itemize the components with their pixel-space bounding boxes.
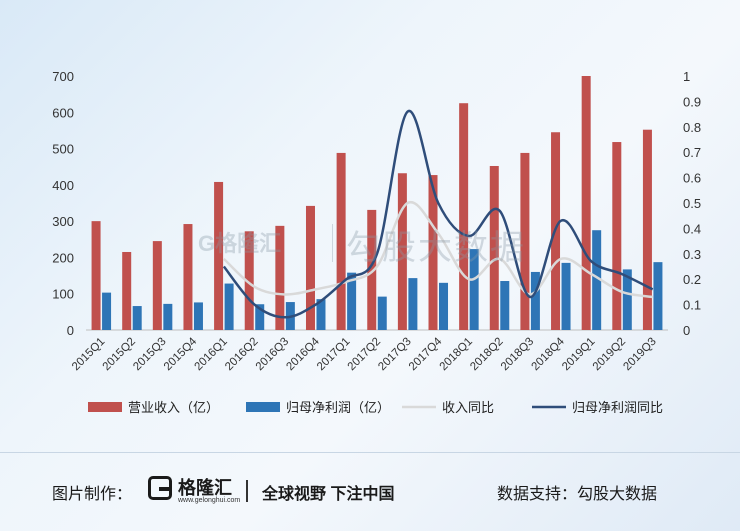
profit-bar <box>592 230 602 330</box>
profit-bar <box>224 283 234 330</box>
y-right-tick-label: 0.2 <box>683 272 701 287</box>
legend-label: 归母净利润同比 <box>572 400 663 415</box>
profit-bar <box>653 262 663 330</box>
y-right-tick-label: 0.8 <box>683 120 701 135</box>
footer: 图片制作： 格隆汇 www.gelonghui.com 全球视野 下注中国 数据… <box>0 452 740 531</box>
y-right-tick-label: 0.6 <box>683 171 701 186</box>
y-right-tick-label: 0.4 <box>683 221 701 236</box>
data-support-text: 数据支持：勾股大数据 <box>497 486 658 503</box>
x-tick-label: 2018Q3 <box>499 336 536 373</box>
revenue-bar <box>183 224 193 330</box>
y-right-tick-label: 0.9 <box>683 94 701 109</box>
revenue-bar <box>275 225 285 330</box>
logo-text: 格隆汇 <box>178 478 232 498</box>
slogan: 全球视野 下注中国 <box>262 486 395 503</box>
revenue-bar <box>612 142 622 330</box>
y-right-tick-label: 0 <box>683 323 690 338</box>
credit-label: 图片制作： <box>52 486 133 503</box>
profit-bar <box>439 282 449 330</box>
y-left-tick-label: 300 <box>52 214 74 229</box>
profit-bar <box>193 302 203 330</box>
y-right-tick-label: 0.5 <box>683 196 701 211</box>
revenue-bar <box>122 251 132 330</box>
y-left-tick-label: 400 <box>52 178 74 193</box>
legend-label: 营业收入（亿） <box>128 400 219 415</box>
revenue-bar <box>489 165 499 330</box>
x-tick-label: 2019Q3 <box>621 336 658 373</box>
y-left-tick-label: 600 <box>52 105 74 120</box>
revenue-bar <box>152 241 162 330</box>
profit-bar <box>255 304 265 330</box>
g-logo-icon <box>148 476 172 500</box>
profit-bar <box>132 306 142 330</box>
y-right-tick-label: 1 <box>683 69 690 84</box>
revenue-bar <box>520 152 530 330</box>
profit-bar <box>316 299 326 330</box>
profit-bar <box>469 249 479 330</box>
profit-bar <box>377 296 387 330</box>
footer-divider <box>246 480 248 502</box>
y-left-tick-label: 100 <box>52 287 74 302</box>
profit-bar <box>102 292 112 330</box>
x-tick-label: 2017Q3 <box>376 336 413 373</box>
y-left-tick-label: 500 <box>52 142 74 157</box>
x-tick-label: 2018Q1 <box>438 336 475 373</box>
x-tick-label: 2016Q1 <box>193 336 230 373</box>
profit-yoy-line <box>222 110 654 319</box>
y-right-tick-label: 0.3 <box>683 247 701 262</box>
revenue-bar <box>244 231 254 330</box>
gelonghui-logo: 格隆汇 www.gelonghui.com <box>148 474 241 508</box>
profit-bar <box>347 272 357 330</box>
y-left-tick-label: 0 <box>67 323 74 338</box>
x-tick-label: 2019Q1 <box>560 336 597 373</box>
y-left-tick-label: 200 <box>52 250 74 265</box>
profit-bar <box>530 271 540 330</box>
legend-label: 收入同比 <box>442 400 494 415</box>
watermark-divider <box>332 224 333 262</box>
profit-bar <box>500 281 510 330</box>
profit-bar <box>561 262 571 330</box>
watermark-text: 勾股大数据 <box>346 229 526 267</box>
x-tick-label: 2018Q2 <box>468 336 505 373</box>
watermark-logo: G格隆汇 <box>198 231 282 256</box>
revenue-yoy-line <box>222 200 653 299</box>
revenue-bar <box>214 181 224 330</box>
profit-bar <box>408 278 418 330</box>
profit-bar <box>622 269 632 330</box>
x-tick-label: 2015Q1 <box>70 336 107 373</box>
y-right-tick-label: 0.1 <box>683 298 701 313</box>
revenue-bar <box>367 209 377 330</box>
y-right-tick-label: 0.7 <box>683 145 701 160</box>
revenue-bar <box>305 205 315 330</box>
x-tick-label: 2016Q3 <box>254 336 291 373</box>
chart: 0 100 200 300 400 500 600 700 0 0.1 0.2 0.3 0.4 0.5 0.… <box>52 69 701 415</box>
revenue-bar <box>336 152 346 330</box>
revenue-bar <box>397 173 407 330</box>
legend-swatch <box>88 402 122 412</box>
revenue-bar <box>581 76 591 330</box>
legend-swatch <box>246 402 280 412</box>
revenue-bar <box>642 129 652 330</box>
x-tick-label: 2017Q2 <box>346 336 383 373</box>
revenue-bar <box>459 103 469 330</box>
profit-bar <box>163 303 173 330</box>
x-tick-label: 2016Q2 <box>223 336 260 373</box>
logo-url: www.gelonghui.com <box>178 497 241 504</box>
y-left-tick-label: 700 <box>52 69 74 84</box>
footer-divider-line <box>0 452 740 453</box>
x-tick-label: 2017Q1 <box>315 336 352 373</box>
x-tick-label: 2019Q2 <box>591 336 628 373</box>
x-tick-label: 2015Q2 <box>101 336 138 373</box>
revenue-bar <box>428 175 438 330</box>
revenue-bar <box>91 221 101 330</box>
legend-label: 归母净利润（亿） <box>286 400 390 415</box>
x-tick-label: 2015Q3 <box>131 336 168 373</box>
watermark: G格隆汇 勾股大数据 <box>198 220 558 270</box>
